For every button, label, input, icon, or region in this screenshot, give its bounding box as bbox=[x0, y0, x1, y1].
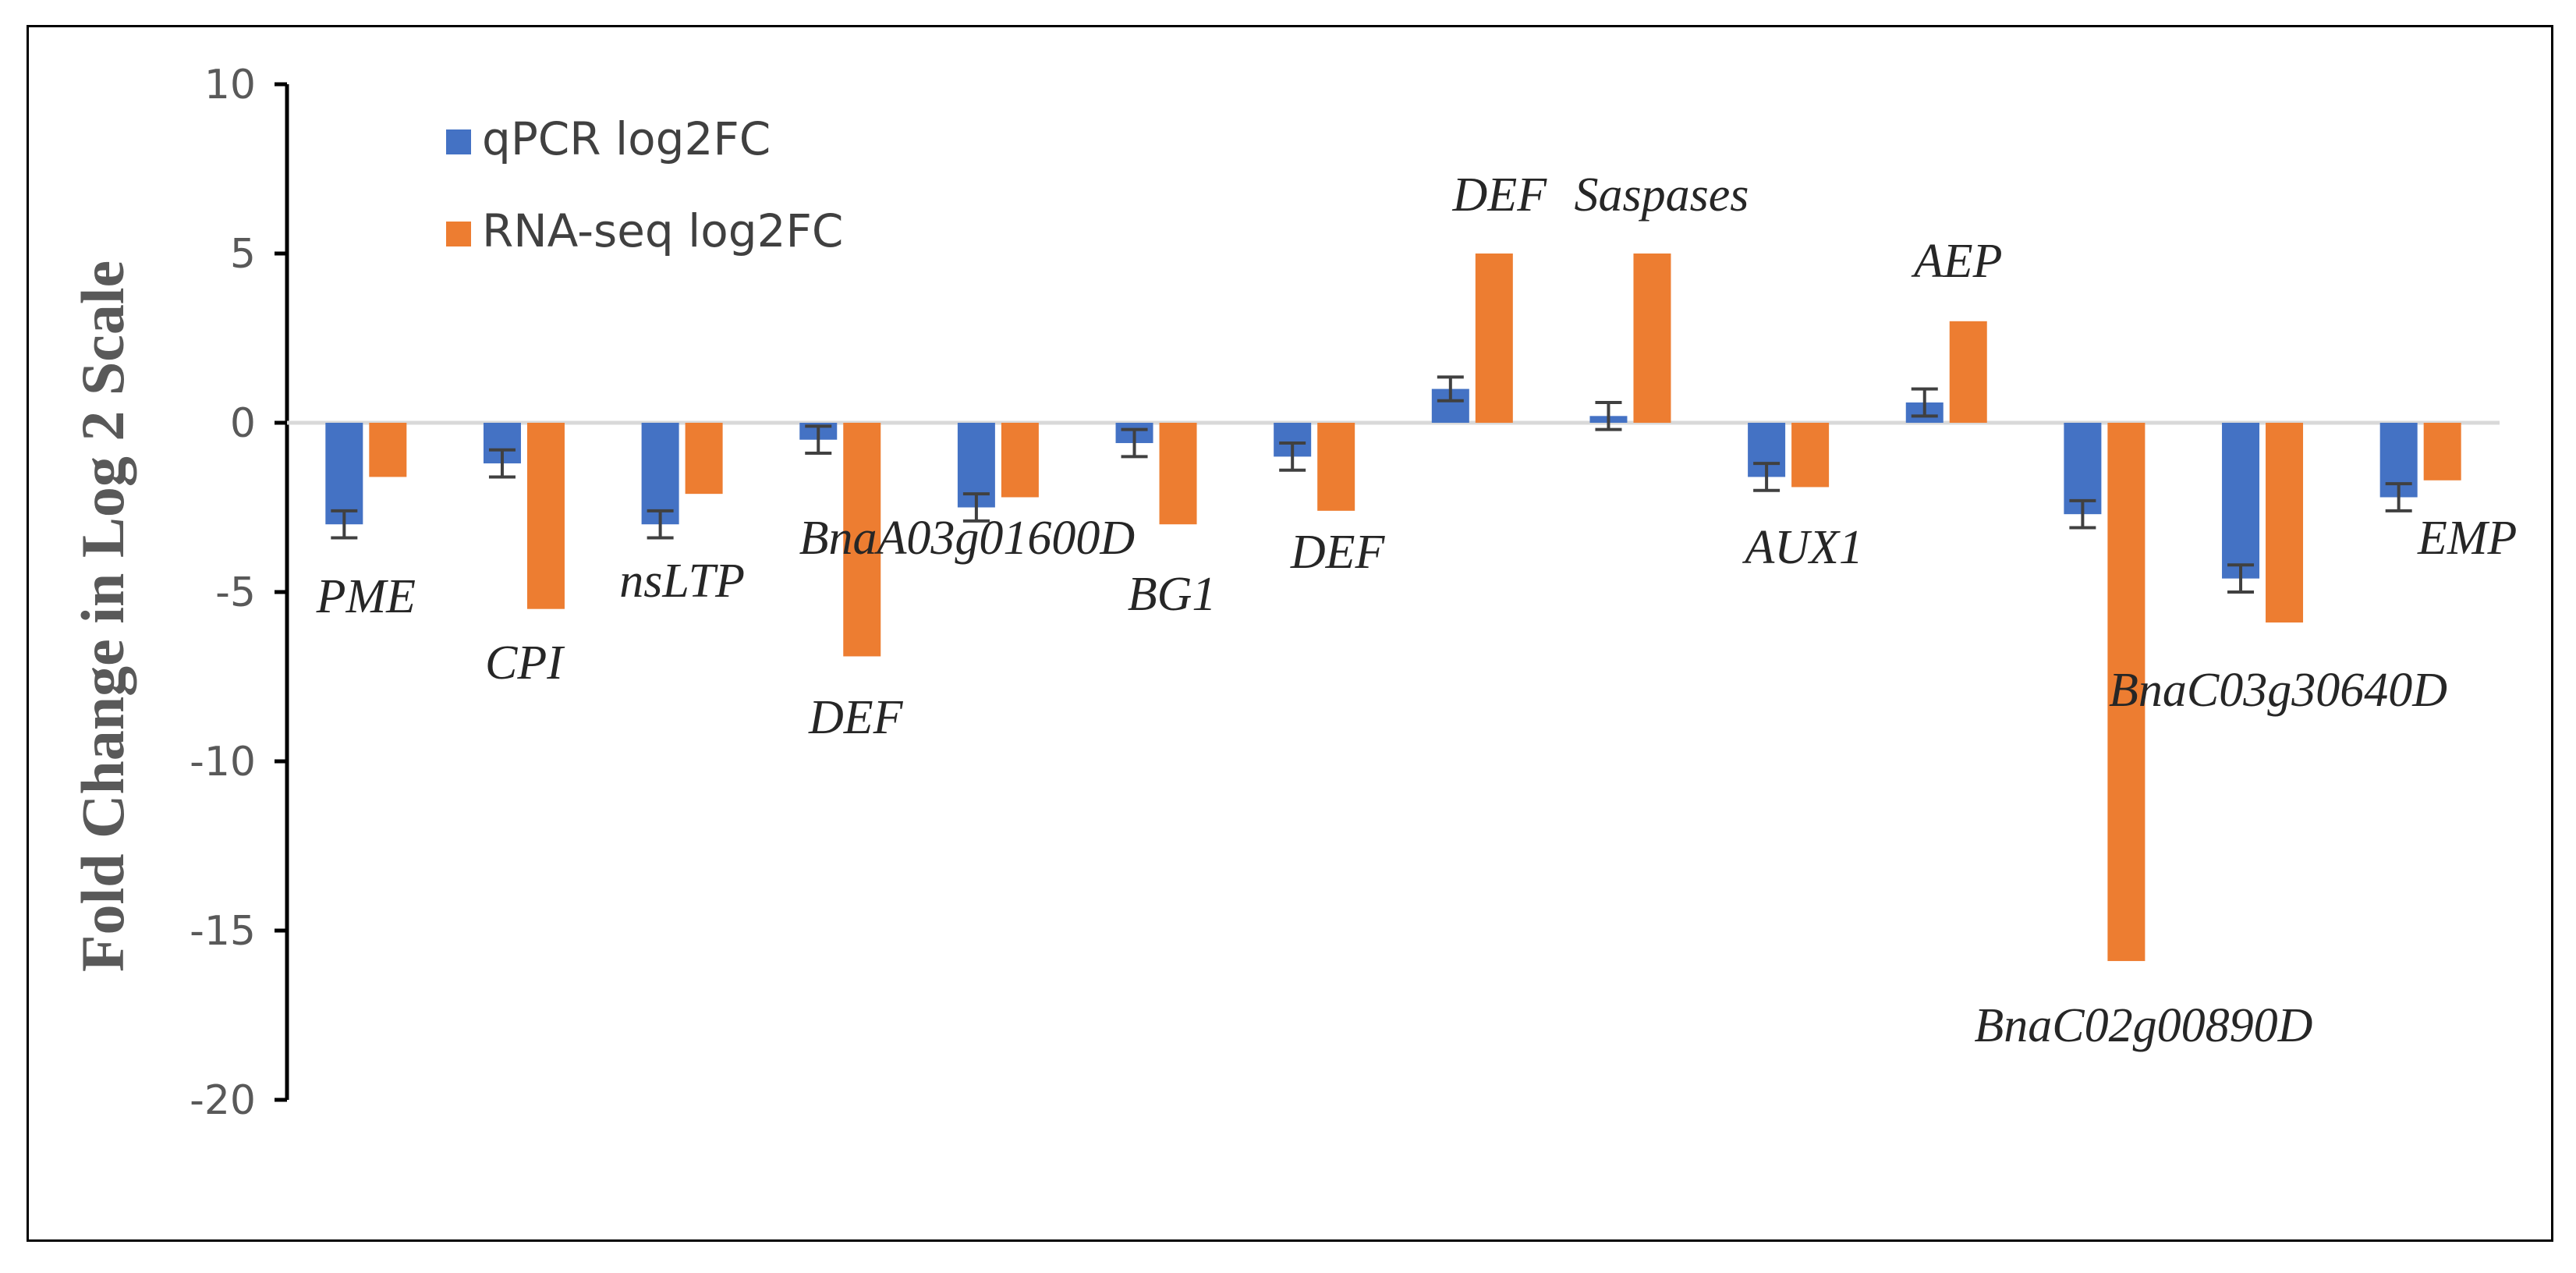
legend: qPCR log2FC RNA-seq log2FC bbox=[446, 112, 843, 257]
y-tick-label: -20 bbox=[190, 1077, 256, 1124]
qpcr-bar bbox=[2222, 423, 2260, 579]
rnaseq-bar bbox=[2423, 423, 2461, 480]
rnaseq-bar bbox=[685, 423, 723, 495]
gene-label: BG1 bbox=[1128, 568, 1217, 621]
legend-swatch bbox=[446, 129, 471, 154]
rnaseq-bar bbox=[1949, 321, 1987, 423]
gene-label: AUX1 bbox=[1742, 521, 1863, 574]
rnaseq-bar bbox=[1001, 423, 1039, 498]
rnaseq-bar bbox=[1791, 423, 1830, 488]
y-axis-label: Fold Change in Log 2 Scale bbox=[69, 261, 136, 972]
rnaseq-bar bbox=[1633, 254, 1671, 423]
gene-label: CPI bbox=[485, 636, 565, 690]
y-tick-label: 5 bbox=[230, 231, 256, 278]
gene-label: DEF bbox=[1290, 526, 1386, 579]
rnaseq-bar bbox=[526, 423, 565, 609]
legend-swatch bbox=[446, 222, 471, 246]
legend-label: RNA-seq log2FC bbox=[482, 204, 843, 257]
gene-label: Saspases bbox=[1575, 168, 1749, 222]
gene-label: DEF bbox=[1452, 168, 1548, 222]
gene-label: PME bbox=[316, 570, 416, 623]
gene-label: EMP bbox=[2417, 512, 2517, 565]
y-tick-label: -5 bbox=[215, 569, 256, 616]
rnaseq-bar bbox=[2266, 423, 2304, 623]
rnaseq-bar bbox=[369, 423, 407, 477]
y-tick-label: -15 bbox=[190, 908, 256, 955]
rnaseq-bar bbox=[1475, 254, 1513, 423]
gene-label: nsLTP bbox=[619, 555, 745, 608]
y-tick-label: 10 bbox=[204, 62, 256, 108]
qpcr-bar bbox=[641, 423, 679, 525]
gene-label: BnaA03g01600D bbox=[799, 512, 1136, 565]
rnaseq-bar bbox=[1317, 423, 1355, 511]
gene-label: BnaC02g00890D bbox=[1974, 999, 2312, 1052]
gene-label: BnaC03g30640D bbox=[2109, 664, 2447, 717]
gene-label: DEF bbox=[808, 691, 904, 744]
legend-label: qPCR log2FC bbox=[482, 112, 771, 165]
qpcr-bar bbox=[325, 423, 363, 525]
y-tick-label: 0 bbox=[230, 400, 256, 447]
rnaseq-bar bbox=[2107, 423, 2145, 962]
bars bbox=[325, 254, 2461, 962]
qpcr-bar bbox=[2064, 423, 2102, 515]
y-tick-label: -10 bbox=[190, 739, 256, 785]
rnaseq-bar bbox=[1159, 423, 1197, 525]
gene-label: AEP bbox=[1911, 235, 2003, 288]
rnaseq-bar bbox=[843, 423, 881, 657]
